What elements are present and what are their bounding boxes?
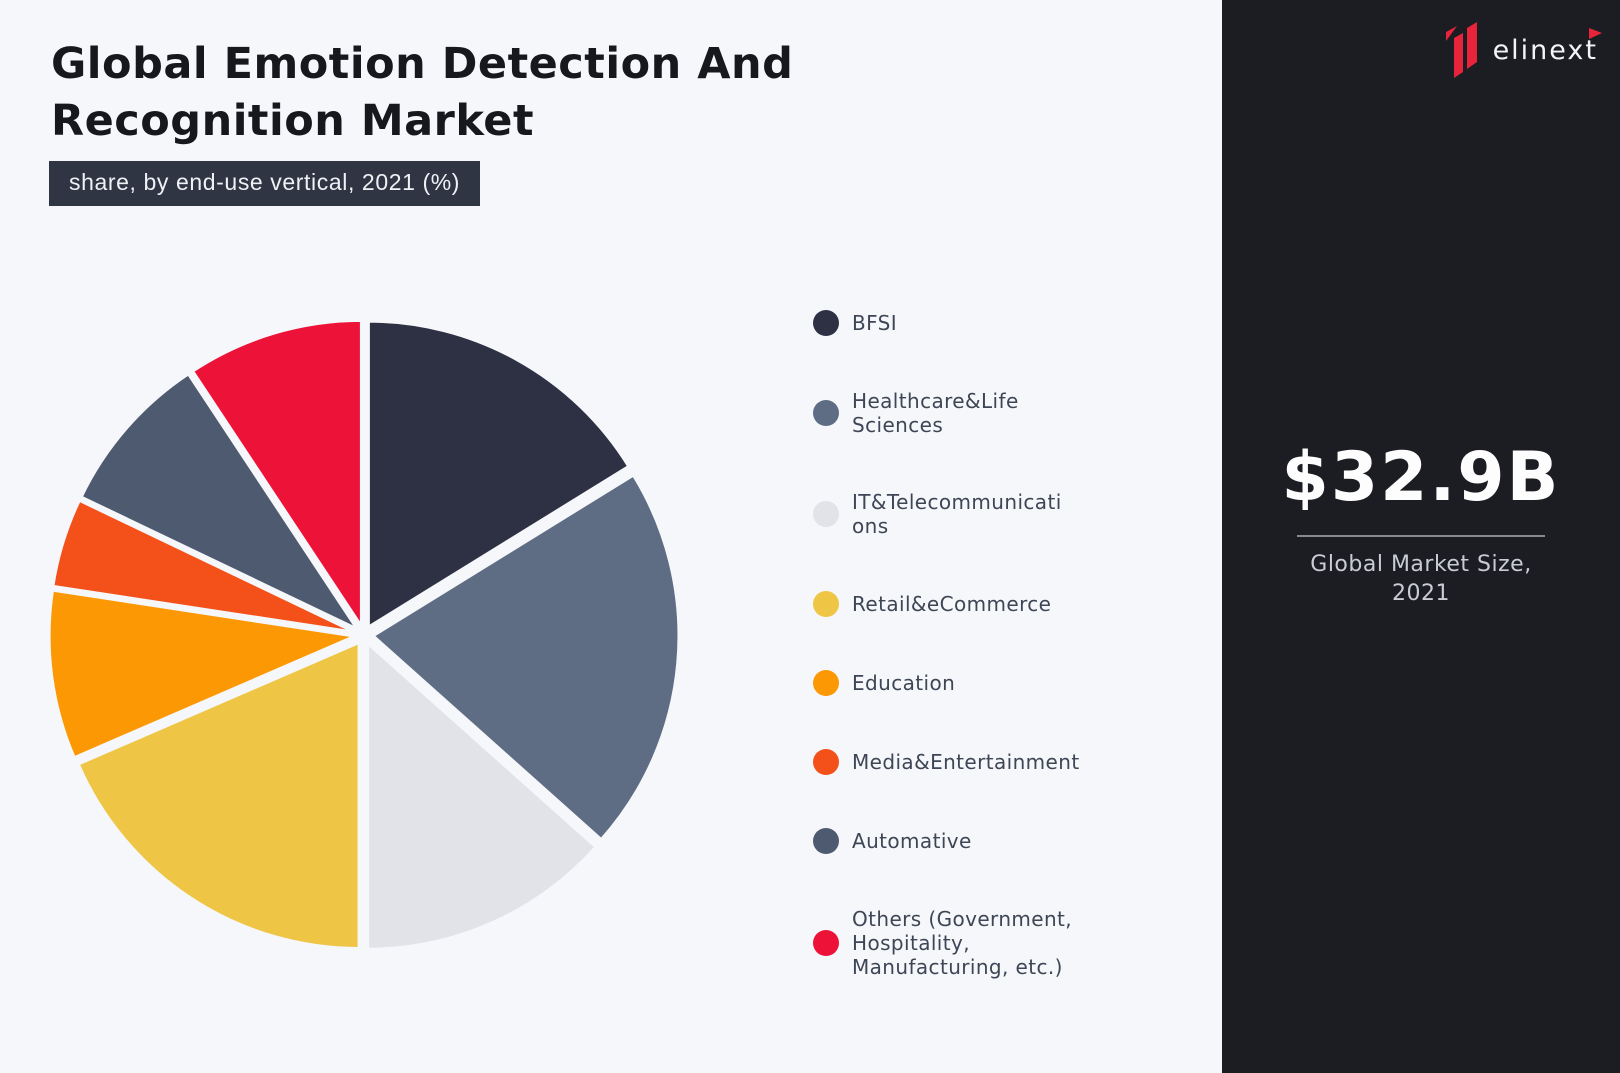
pie-slice-it-telecommunications xyxy=(366,641,598,951)
legend-item: IT&Telecommunicati ons xyxy=(813,490,1080,538)
brand-wordmark-text: elinext xyxy=(1492,34,1598,66)
divider-line xyxy=(1297,535,1545,537)
pie-slice-others-government-hospitality- xyxy=(191,318,363,628)
legend-color-dot xyxy=(813,828,839,854)
legend-item: Media&Entertainment xyxy=(813,749,1080,775)
pie-chart xyxy=(20,291,710,981)
legend-label: Retail&eCommerce xyxy=(852,592,1052,616)
legend-item: Retail&eCommerce xyxy=(813,591,1080,617)
legend-label: BFSI xyxy=(852,311,898,335)
brand-logo: elinext xyxy=(1445,22,1602,78)
legend-label: Others (Government, Hospitality, Manufac… xyxy=(852,907,1073,979)
legend-label: Automative xyxy=(852,829,972,853)
legend-label: Healthcare&Life Sciences xyxy=(852,389,1019,437)
legend-label: Media&Entertainment xyxy=(852,750,1080,774)
legend-color-dot xyxy=(813,400,839,426)
pie-slice-automative xyxy=(79,372,359,631)
pie-chart-svg xyxy=(47,318,681,951)
legend-item: Others (Government, Hospitality, Manufac… xyxy=(813,907,1080,979)
legend-label: Education xyxy=(852,671,956,695)
pie-slice-media-entertainment xyxy=(51,498,357,634)
legend-item: Healthcare&Life Sciences xyxy=(813,389,1080,437)
pie-slice-healthcare-life-sciences xyxy=(371,473,681,842)
market-size-value: $32.9B xyxy=(1281,438,1561,517)
legend-color-dot xyxy=(813,670,839,696)
pie-slice-bfsi xyxy=(366,319,631,629)
legend-color-dot xyxy=(813,310,839,336)
brand-wordmark: elinext xyxy=(1492,27,1602,66)
brand-flag-icon xyxy=(1589,27,1602,39)
chart-legend: BFSI Healthcare&Life Sciences IT&Telecommu… xyxy=(813,310,1080,979)
market-size-caption: Global Market Size, 2021 xyxy=(1310,552,1532,606)
legend-color-dot xyxy=(813,749,839,775)
brand-n-icon xyxy=(1445,22,1477,78)
legend-color-dot xyxy=(813,501,839,527)
market-size-block: $32.9B Global Market Size, 2021 xyxy=(1222,438,1620,608)
legend-item: Education xyxy=(813,670,1080,696)
legend-item: BFSI xyxy=(813,310,1080,336)
subtitle-badge: share, by end-use vertical, 2021 (%) xyxy=(49,161,481,206)
legend-color-dot xyxy=(813,591,839,617)
side-panel: elinext $32.9B Global Market Size, 2021 xyxy=(1222,0,1620,1073)
legend-item: Automative xyxy=(813,828,1080,854)
legend-color-dot xyxy=(813,930,839,956)
page-title: Global Emotion Detection And Recognition… xyxy=(51,39,794,146)
pie-slice-education xyxy=(47,588,357,760)
legend-label: IT&Telecommunicati ons xyxy=(852,490,1062,538)
pie-slice-retail-ecommerce xyxy=(76,641,361,951)
